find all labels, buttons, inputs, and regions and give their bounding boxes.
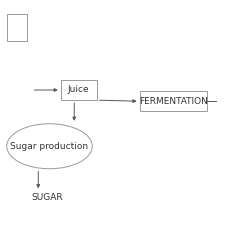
Bar xyxy=(7,14,27,40)
Text: Sugar production: Sugar production xyxy=(10,142,89,151)
Bar xyxy=(140,91,207,111)
Bar xyxy=(61,80,97,100)
Text: SUGAR: SUGAR xyxy=(32,194,63,202)
Text: FERMENTATION: FERMENTATION xyxy=(139,97,208,106)
Text: Juice: Juice xyxy=(68,86,90,94)
